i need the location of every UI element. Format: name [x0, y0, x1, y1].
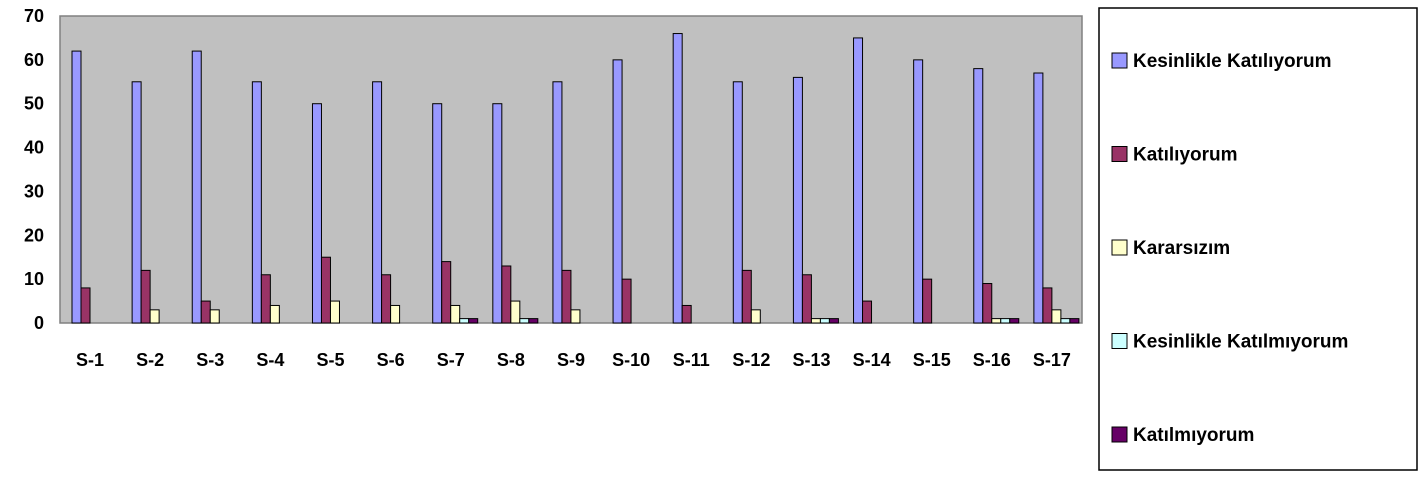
bar: [552, 81, 563, 324]
bar: [681, 304, 692, 324]
legend-label: Kesinlikle Katılmıyorum: [1133, 332, 1348, 353]
bar: [792, 76, 803, 324]
bar: [269, 304, 280, 324]
x-tick-label: S-13: [792, 350, 830, 370]
legend-label: Kesinlikle Katılıyorum: [1133, 51, 1332, 72]
legend-swatch: [1111, 239, 1128, 256]
bar: [492, 103, 503, 324]
legend-label: Katılıyorum: [1133, 145, 1238, 166]
x-tick-label: S-1: [76, 350, 104, 370]
bar: [71, 50, 82, 324]
bar: [991, 318, 1002, 324]
bar: [528, 318, 539, 324]
y-tick-label: 10: [24, 269, 44, 289]
bar: [1000, 318, 1011, 324]
bar: [519, 318, 530, 324]
x-tick-label: S-8: [497, 350, 525, 370]
bar: [570, 309, 581, 324]
legend-label: Kararsızım: [1133, 238, 1230, 259]
bar: [251, 81, 262, 324]
bar: [432, 103, 443, 324]
bar: [1042, 287, 1053, 324]
bar: [149, 309, 160, 324]
bar: [913, 59, 924, 324]
bar: [801, 274, 812, 324]
bar: [1009, 318, 1020, 324]
bar: [191, 50, 202, 324]
x-tick-label: S-7: [437, 350, 465, 370]
bar: [510, 300, 521, 324]
bar: [140, 269, 151, 324]
legend-swatch: [1111, 426, 1128, 443]
bar: [441, 261, 452, 324]
bar: [612, 59, 623, 324]
y-tick-label: 70: [24, 6, 44, 26]
bar: [1069, 318, 1080, 324]
bar: [320, 256, 331, 324]
y-tick-label: 0: [34, 313, 44, 333]
bar: [390, 304, 401, 324]
x-tick-label: S-14: [853, 350, 891, 370]
bar: [982, 283, 993, 324]
bar: [561, 269, 572, 324]
legend: Kesinlikle Katılıyorum Katılıyorum Kararsı…: [1111, 51, 1348, 446]
bar: [209, 309, 220, 324]
bar: [501, 265, 512, 324]
bar: [80, 287, 91, 324]
bar: [381, 274, 392, 324]
bar: [741, 269, 752, 324]
bar: [621, 278, 632, 324]
bar: [1051, 309, 1062, 324]
x-tick-label: S-16: [973, 350, 1011, 370]
bar: [819, 318, 830, 324]
bar: [672, 33, 683, 324]
x-tick-label: S-11: [673, 350, 710, 370]
bar: [922, 278, 933, 324]
bar: [732, 81, 743, 324]
bar: [329, 300, 340, 324]
bar: [468, 318, 479, 324]
bar: [862, 300, 873, 324]
y-tick-label: 20: [24, 225, 44, 245]
bar: [810, 318, 821, 324]
bar: [459, 318, 470, 324]
y-tick-label: 60: [24, 50, 44, 70]
bar: [853, 37, 864, 324]
x-tick-label: S-17: [1033, 350, 1071, 370]
y-axis: 0 10 20 30 40 50 60 70: [24, 6, 44, 333]
y-tick-label: 50: [24, 94, 44, 114]
x-tick-label: S-9: [557, 350, 585, 370]
bar: [200, 300, 211, 324]
x-axis: S-1 S-2 S-3 S-4 S-5 S-6 S-7 S-8 S-9 S-10 S-11 S-12 S…: [76, 350, 1071, 370]
x-tick-label: S-5: [317, 350, 345, 370]
bars: [71, 33, 1080, 324]
x-tick-label: S-6: [377, 350, 405, 370]
legend-swatch: [1111, 146, 1128, 162]
legend-label: Katılmıyorum: [1133, 425, 1254, 446]
bar: [260, 274, 271, 324]
bar: [973, 68, 984, 324]
bar: [450, 304, 461, 324]
legend-swatch: [1111, 52, 1128, 69]
bar: [311, 103, 322, 324]
bar: [828, 318, 839, 324]
x-tick-label: S-15: [913, 350, 951, 370]
bar: [750, 309, 761, 324]
y-tick-label: 30: [24, 181, 44, 201]
x-tick-label: S-10: [612, 350, 650, 370]
legend-box: [1098, 7, 1418, 471]
bar: [372, 81, 383, 324]
legend-swatch: [1111, 333, 1128, 349]
x-tick-label: S-2: [136, 350, 164, 370]
x-tick-label: S-12: [732, 350, 770, 370]
bar: [131, 81, 142, 324]
bar: [1033, 72, 1044, 324]
x-tick-label: S-3: [196, 350, 224, 370]
y-tick-label: 40: [24, 138, 44, 158]
bar: [1060, 318, 1071, 324]
x-tick-label: S-4: [256, 350, 284, 370]
